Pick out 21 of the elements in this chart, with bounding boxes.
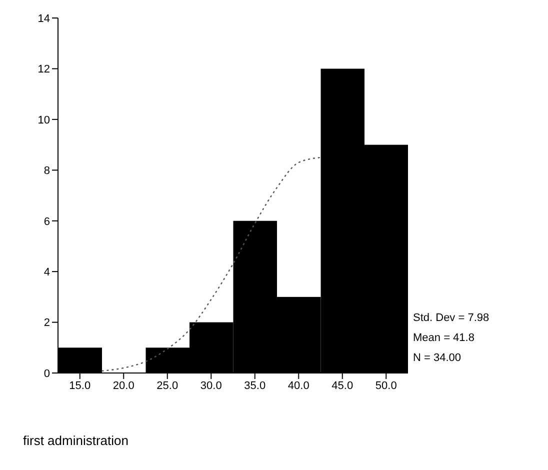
x-tick-label: 25.0 <box>156 380 178 392</box>
x-tick-label: 20.0 <box>112 380 134 392</box>
line-series <box>101 156 322 372</box>
y-tick-label: 0 <box>44 368 50 380</box>
x-tick-label: 45.0 <box>332 380 354 392</box>
x-tick-label: 50.0 <box>375 380 397 392</box>
x-tick-label: 35.0 <box>244 380 266 392</box>
x-tick-label: 30.0 <box>200 380 222 392</box>
y-tick-label: 8 <box>44 165 50 178</box>
y-tick-label: 10 <box>38 114 50 126</box>
x-tick-label: 15.0 <box>69 380 91 392</box>
y-tick-label: 4 <box>44 266 50 278</box>
x-axis-title: first administration <box>23 433 128 448</box>
x-tick-label: 40.0 <box>288 380 310 392</box>
text: Mean = 41.8 <box>413 331 476 346</box>
y-tick-label: 12 <box>38 64 50 76</box>
text: Std. Dev = 7.98 <box>413 311 490 326</box>
y-tick-label: 14 <box>38 12 50 25</box>
y-tick-label: 6 <box>44 216 50 228</box>
text: N = 34.00 <box>413 351 462 366</box>
y-tick-label: 2 <box>44 317 50 330</box>
